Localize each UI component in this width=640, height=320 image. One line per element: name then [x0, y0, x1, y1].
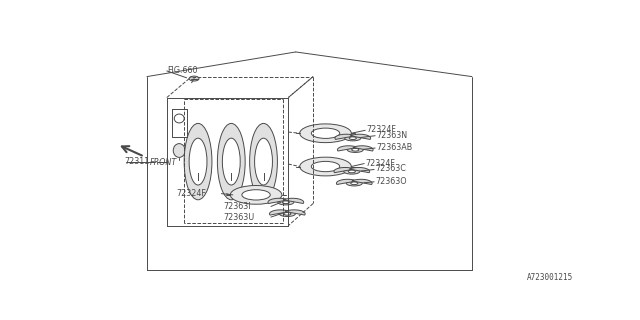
Text: 72363N: 72363N: [376, 131, 408, 140]
Ellipse shape: [230, 186, 282, 204]
Polygon shape: [337, 146, 358, 151]
Text: A723001215: A723001215: [527, 273, 573, 282]
Ellipse shape: [173, 144, 185, 157]
Ellipse shape: [348, 170, 355, 173]
Ellipse shape: [174, 114, 184, 123]
Text: 72363O: 72363O: [376, 177, 407, 186]
Ellipse shape: [300, 124, 351, 143]
Text: 72311: 72311: [125, 157, 150, 166]
Ellipse shape: [255, 138, 273, 185]
Text: FRONT: FRONT: [150, 158, 177, 167]
Text: 72363I: 72363I: [224, 202, 252, 211]
Polygon shape: [352, 179, 372, 185]
Ellipse shape: [284, 212, 291, 215]
Ellipse shape: [344, 169, 360, 174]
Text: 72363AB: 72363AB: [376, 143, 413, 152]
Polygon shape: [334, 167, 354, 173]
Polygon shape: [351, 134, 371, 140]
Polygon shape: [285, 210, 305, 215]
Ellipse shape: [311, 161, 340, 172]
Ellipse shape: [282, 201, 289, 204]
Ellipse shape: [352, 148, 359, 151]
Ellipse shape: [189, 76, 199, 81]
Ellipse shape: [250, 124, 277, 200]
Ellipse shape: [222, 138, 240, 185]
Polygon shape: [284, 198, 304, 204]
Ellipse shape: [311, 128, 340, 139]
Ellipse shape: [351, 182, 358, 185]
Ellipse shape: [279, 211, 296, 217]
Text: FIG.660: FIG.660: [167, 66, 197, 75]
Ellipse shape: [346, 180, 362, 186]
Ellipse shape: [184, 124, 212, 200]
Ellipse shape: [242, 190, 270, 200]
Polygon shape: [353, 146, 373, 151]
Ellipse shape: [300, 157, 351, 176]
Ellipse shape: [348, 147, 364, 152]
Text: 72324F: 72324F: [365, 159, 396, 168]
Polygon shape: [335, 134, 355, 140]
Polygon shape: [268, 198, 288, 204]
Ellipse shape: [349, 137, 356, 140]
Ellipse shape: [345, 136, 361, 141]
Text: 72363U: 72363U: [224, 212, 255, 221]
Ellipse shape: [218, 124, 245, 200]
Ellipse shape: [189, 138, 207, 185]
Text: 72363C: 72363C: [376, 164, 406, 173]
Polygon shape: [349, 167, 370, 173]
Polygon shape: [269, 210, 290, 215]
Text: 72324F: 72324F: [367, 125, 397, 134]
Polygon shape: [337, 179, 356, 185]
Ellipse shape: [278, 200, 294, 205]
Text: 72324F: 72324F: [177, 189, 207, 198]
